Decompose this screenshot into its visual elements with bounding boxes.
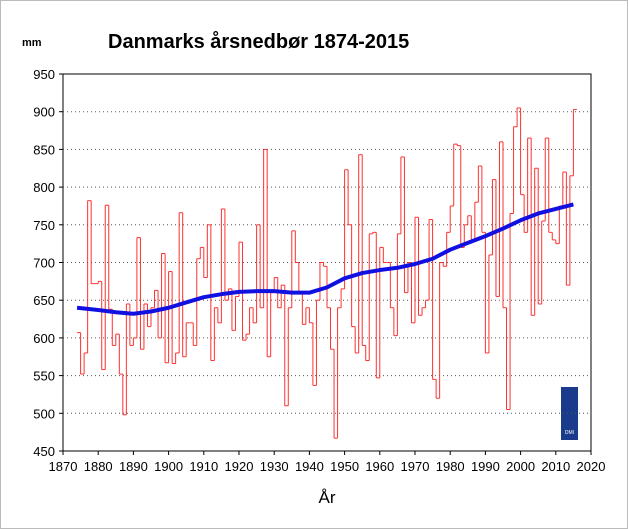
y-tick-label: 450 (33, 444, 55, 459)
logo: DMI (561, 387, 578, 440)
y-tick-label: 600 (33, 331, 55, 346)
x-tick-label: 2020 (577, 459, 606, 474)
x-tick-label: 1960 (365, 459, 394, 474)
y-unit: mm (22, 37, 42, 49)
x-tick-label: 1970 (401, 459, 430, 474)
logo-box (561, 387, 578, 440)
y-tick-label: 700 (33, 256, 55, 271)
x-tick-label: 1870 (49, 459, 78, 474)
x-tick-label: 1910 (189, 459, 218, 474)
logo-text: DMI (565, 430, 574, 436)
x-tick-label: 1990 (471, 459, 500, 474)
y-tick-label: 850 (33, 142, 55, 157)
x-tick-label: 1980 (436, 459, 465, 474)
x-tick-label: 1950 (330, 459, 359, 474)
x-tick-label: 2010 (541, 459, 570, 474)
y-tick-label: 900 (33, 105, 55, 120)
y-tick-label: 950 (33, 67, 55, 82)
x-tick-label: 2000 (506, 459, 535, 474)
x-tick-label: 1880 (84, 459, 113, 474)
x-axis-label: År (319, 488, 336, 507)
y-tick-label: 650 (33, 293, 55, 308)
y-tick-label: 750 (33, 218, 55, 233)
x-tick-label: 1900 (154, 459, 183, 474)
chart-title: Danmarks årsnedbør 1874-2015 (108, 30, 409, 53)
y-tick-label: 800 (33, 180, 55, 195)
x-tick-label: 1920 (225, 459, 254, 474)
x-tick-label: 1930 (260, 459, 289, 474)
trend-line (76, 202, 574, 316)
y-tick-label: 550 (33, 369, 55, 384)
x-tick-label: 1890 (119, 459, 148, 474)
x-tick-label: 1940 (295, 459, 324, 474)
y-tick-label: 500 (33, 406, 55, 421)
